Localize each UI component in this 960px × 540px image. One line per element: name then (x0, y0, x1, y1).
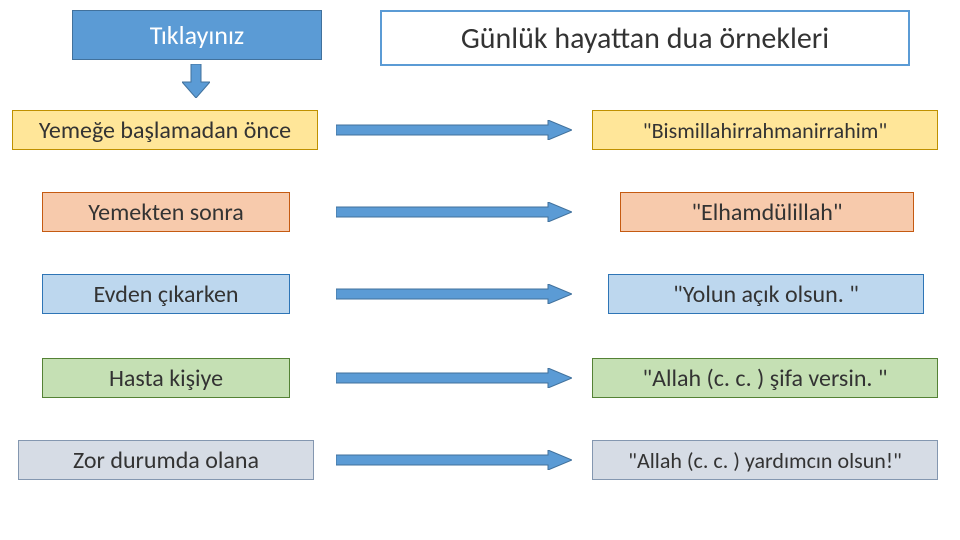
situation-box: Evden çıkarken (42, 274, 290, 314)
situation-label: Zor durumda olana (73, 446, 259, 475)
prayer-label: "Elhamdülillah" (691, 198, 842, 227)
situation-box: Hasta kişiye (42, 358, 290, 398)
prayer-label: "Yolun açık olsun. " (673, 280, 859, 309)
down-arrow-icon (182, 64, 210, 98)
situation-box: Zor durumda olana (18, 440, 314, 480)
prayer-label: "Allah (c. c. ) şifa versin. " (642, 364, 887, 393)
situation-box: Yemeğe başlamadan önce (12, 110, 318, 150)
right-arrow-icon (336, 284, 572, 304)
right-arrow-icon (336, 120, 572, 140)
prayer-box: "Allah (c. c. ) şifa versin. " (592, 358, 938, 398)
situation-label: Evden çıkarken (93, 280, 238, 309)
prayer-box: "Yolun açık olsun. " (608, 274, 924, 314)
title-label: Günlük hayattan dua örnekleri (461, 20, 829, 57)
prayer-label: "Bismillahirrahmanirrahim" (643, 117, 887, 144)
click-button-label: Tıklayınız (150, 19, 244, 51)
prayer-box: "Elhamdülillah" (620, 192, 914, 232)
click-button[interactable]: Tıklayınız (72, 10, 322, 60)
right-arrow-icon (336, 450, 572, 470)
situation-label: Yemekten sonra (88, 198, 244, 227)
title-box: Günlük hayattan dua örnekleri (380, 10, 910, 66)
prayer-label: "Allah (c. c. ) yardımcın olsun!" (628, 447, 902, 474)
situation-label: Hasta kişiye (109, 364, 223, 393)
right-arrow-icon (336, 202, 572, 222)
prayer-box: "Allah (c. c. ) yardımcın olsun!" (592, 440, 938, 480)
situation-box: Yemekten sonra (42, 192, 290, 232)
situation-label: Yemeğe başlamadan önce (39, 116, 291, 145)
prayer-box: "Bismillahirrahmanirrahim" (592, 110, 938, 150)
right-arrow-icon (336, 368, 572, 388)
